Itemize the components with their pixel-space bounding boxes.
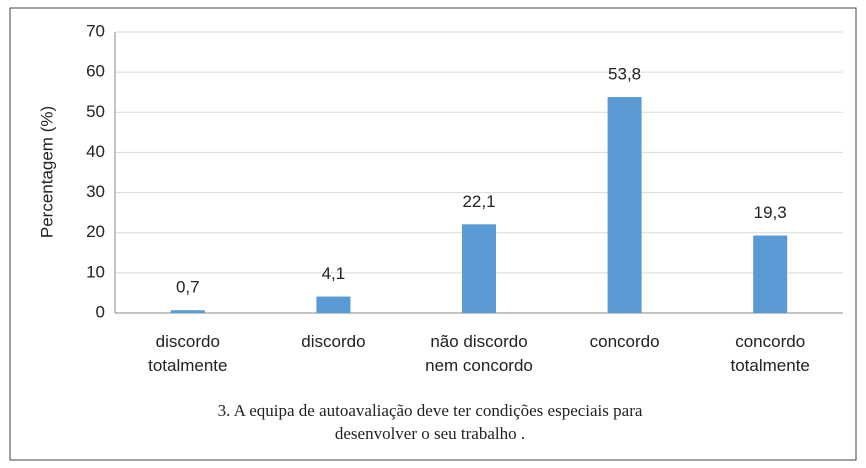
x-tick-label: discordo xyxy=(301,332,365,351)
bar xyxy=(753,235,788,313)
bar xyxy=(607,97,642,313)
x-tick-label: discordo totalmente xyxy=(148,332,227,375)
bar xyxy=(462,224,496,313)
y-tick-label: 40 xyxy=(86,142,105,161)
data-label: 53,8 xyxy=(608,65,641,84)
y-tick-label: 60 xyxy=(86,62,105,81)
y-tick-label: 0 xyxy=(96,302,105,321)
caption: 3. A equipa de autoavaliação deve ter co… xyxy=(218,401,643,420)
y-axis-label: Percentagem (%) xyxy=(37,106,56,238)
data-label: 0,7 xyxy=(176,278,200,297)
data-label: 19,3 xyxy=(754,203,787,222)
y-tick-label: 50 xyxy=(86,102,105,121)
caption: desenvolver o seu trabalho . xyxy=(335,424,525,443)
y-tick-label: 70 xyxy=(86,21,105,40)
bar xyxy=(170,310,205,313)
x-tick-label: concordo xyxy=(590,332,660,351)
y-tick-label: 30 xyxy=(86,182,105,201)
frame xyxy=(9,7,857,461)
x-tick-label: concordo totalmente xyxy=(731,332,810,375)
data-label: 22,1 xyxy=(462,192,495,211)
y-tick-label: 20 xyxy=(86,222,105,241)
x-tick-label: não discordo nem concordo xyxy=(425,332,533,375)
y-tick-label: 10 xyxy=(86,262,105,281)
bar xyxy=(316,296,351,313)
data-label: 4,1 xyxy=(322,264,346,283)
